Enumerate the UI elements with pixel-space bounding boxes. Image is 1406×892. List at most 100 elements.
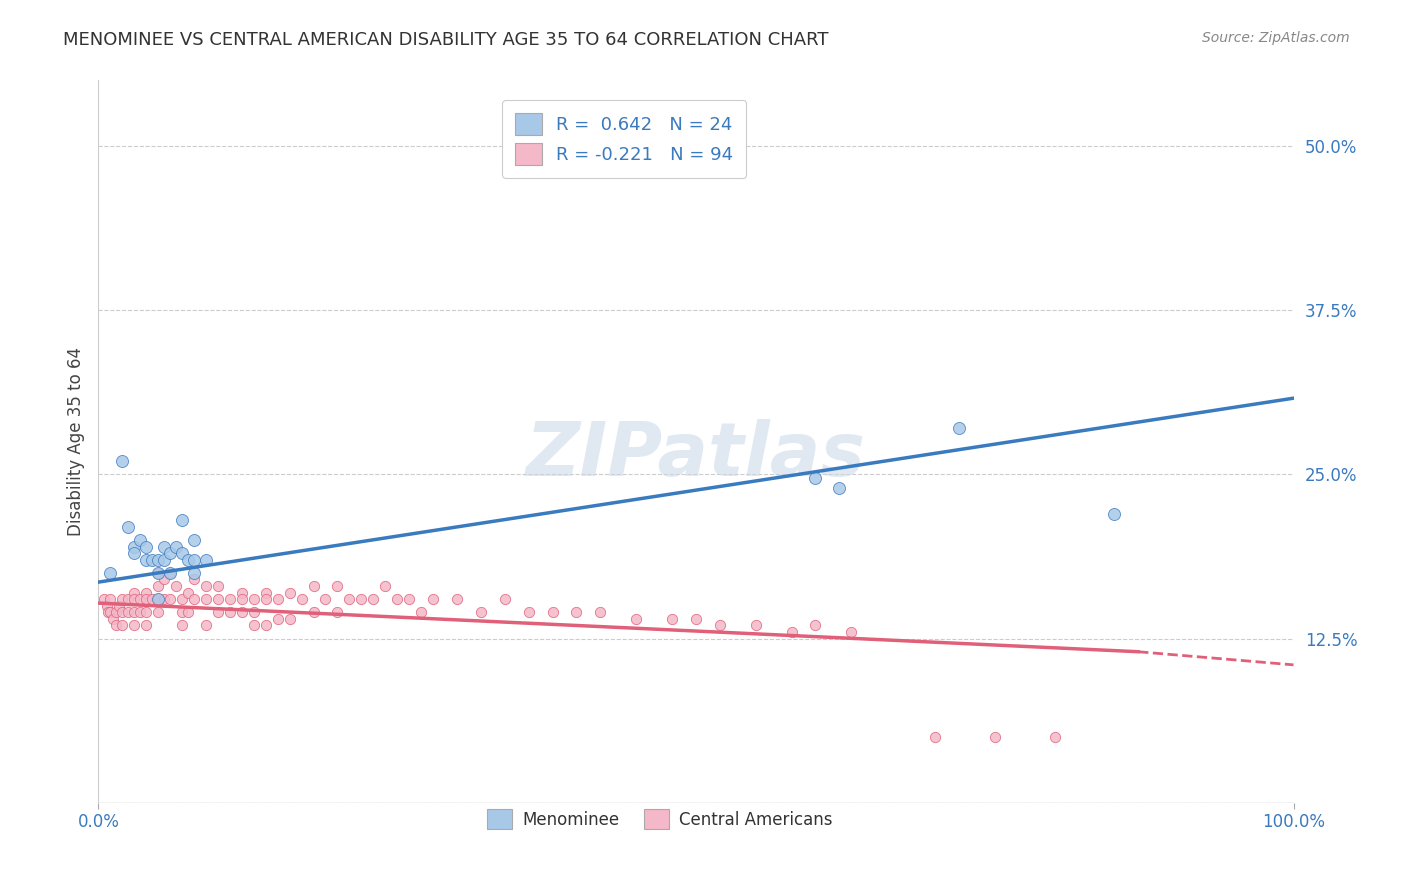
- Point: [207, 592, 229, 607]
- Point: [111, 618, 134, 632]
- Point: [129, 533, 152, 547]
- Point: [124, 618, 146, 632]
- Point: [135, 540, 157, 554]
- Point: [183, 592, 205, 607]
- Point: [804, 471, 827, 485]
- Point: [111, 592, 134, 607]
- Point: [135, 618, 157, 632]
- Point: [219, 605, 242, 619]
- Point: [804, 618, 827, 632]
- Point: [278, 612, 301, 626]
- Point: [446, 592, 468, 607]
- Point: [661, 612, 683, 626]
- Point: [195, 592, 218, 607]
- Point: [129, 592, 152, 607]
- Point: [254, 618, 277, 632]
- Point: [172, 618, 194, 632]
- Point: [177, 553, 200, 567]
- Point: [153, 540, 176, 554]
- Point: [105, 605, 128, 619]
- Point: [398, 592, 420, 607]
- Point: [117, 520, 139, 534]
- Point: [141, 553, 163, 567]
- Point: [117, 592, 139, 607]
- Point: [411, 605, 433, 619]
- Point: [124, 592, 146, 607]
- Point: [135, 585, 157, 599]
- Point: [124, 605, 146, 619]
- Point: [267, 592, 290, 607]
- Point: [148, 553, 170, 567]
- Point: [177, 605, 200, 619]
- Point: [565, 605, 588, 619]
- Point: [97, 605, 120, 619]
- Point: [159, 546, 181, 560]
- Point: [302, 605, 325, 619]
- Point: [470, 605, 492, 619]
- Point: [148, 579, 170, 593]
- Point: [494, 592, 516, 607]
- Point: [1104, 507, 1126, 521]
- Point: [148, 566, 170, 580]
- Point: [363, 592, 385, 607]
- Text: ZIPatlas: ZIPatlas: [526, 419, 866, 492]
- Point: [124, 540, 146, 554]
- Point: [219, 592, 242, 607]
- Point: [111, 605, 134, 619]
- Point: [165, 540, 187, 554]
- Point: [948, 421, 970, 435]
- Point: [326, 605, 349, 619]
- Point: [350, 592, 373, 607]
- Point: [984, 730, 1007, 744]
- Point: [165, 579, 187, 593]
- Point: [243, 605, 266, 619]
- Point: [231, 605, 253, 619]
- Point: [267, 612, 290, 626]
- Point: [98, 566, 122, 580]
- Point: [195, 579, 218, 593]
- Point: [159, 592, 181, 607]
- Point: [231, 585, 253, 599]
- Text: MENOMINEE VS CENTRAL AMERICAN DISABILITY AGE 35 TO 64 CORRELATION CHART: MENOMINEE VS CENTRAL AMERICAN DISABILITY…: [63, 31, 828, 49]
- Point: [183, 533, 205, 547]
- Point: [385, 592, 409, 607]
- Point: [148, 592, 170, 607]
- Point: [183, 573, 205, 587]
- Point: [135, 553, 157, 567]
- Point: [589, 605, 612, 619]
- Point: [153, 592, 176, 607]
- Point: [828, 481, 851, 495]
- Y-axis label: Disability Age 35 to 64: Disability Age 35 to 64: [66, 347, 84, 536]
- Point: [107, 599, 129, 613]
- Point: [117, 605, 139, 619]
- Point: [626, 612, 648, 626]
- Point: [517, 605, 540, 619]
- Point: [541, 605, 564, 619]
- Point: [96, 599, 118, 613]
- Point: [129, 605, 152, 619]
- Point: [207, 605, 229, 619]
- Point: [111, 454, 134, 468]
- Point: [153, 573, 176, 587]
- Point: [709, 618, 731, 632]
- Point: [685, 612, 707, 626]
- Point: [326, 579, 349, 593]
- Point: [124, 546, 146, 560]
- Point: [841, 625, 863, 640]
- Point: [148, 592, 170, 607]
- Point: [291, 592, 314, 607]
- Point: [101, 612, 124, 626]
- Point: [135, 605, 157, 619]
- Point: [124, 585, 146, 599]
- Point: [135, 592, 157, 607]
- Point: [93, 592, 115, 607]
- Point: [924, 730, 946, 744]
- Point: [148, 605, 170, 619]
- Legend: Menominee, Central Americans: Menominee, Central Americans: [479, 801, 841, 838]
- Point: [278, 585, 301, 599]
- Point: [172, 605, 194, 619]
- Point: [254, 592, 277, 607]
- Point: [339, 592, 361, 607]
- Point: [98, 605, 122, 619]
- Point: [159, 566, 181, 580]
